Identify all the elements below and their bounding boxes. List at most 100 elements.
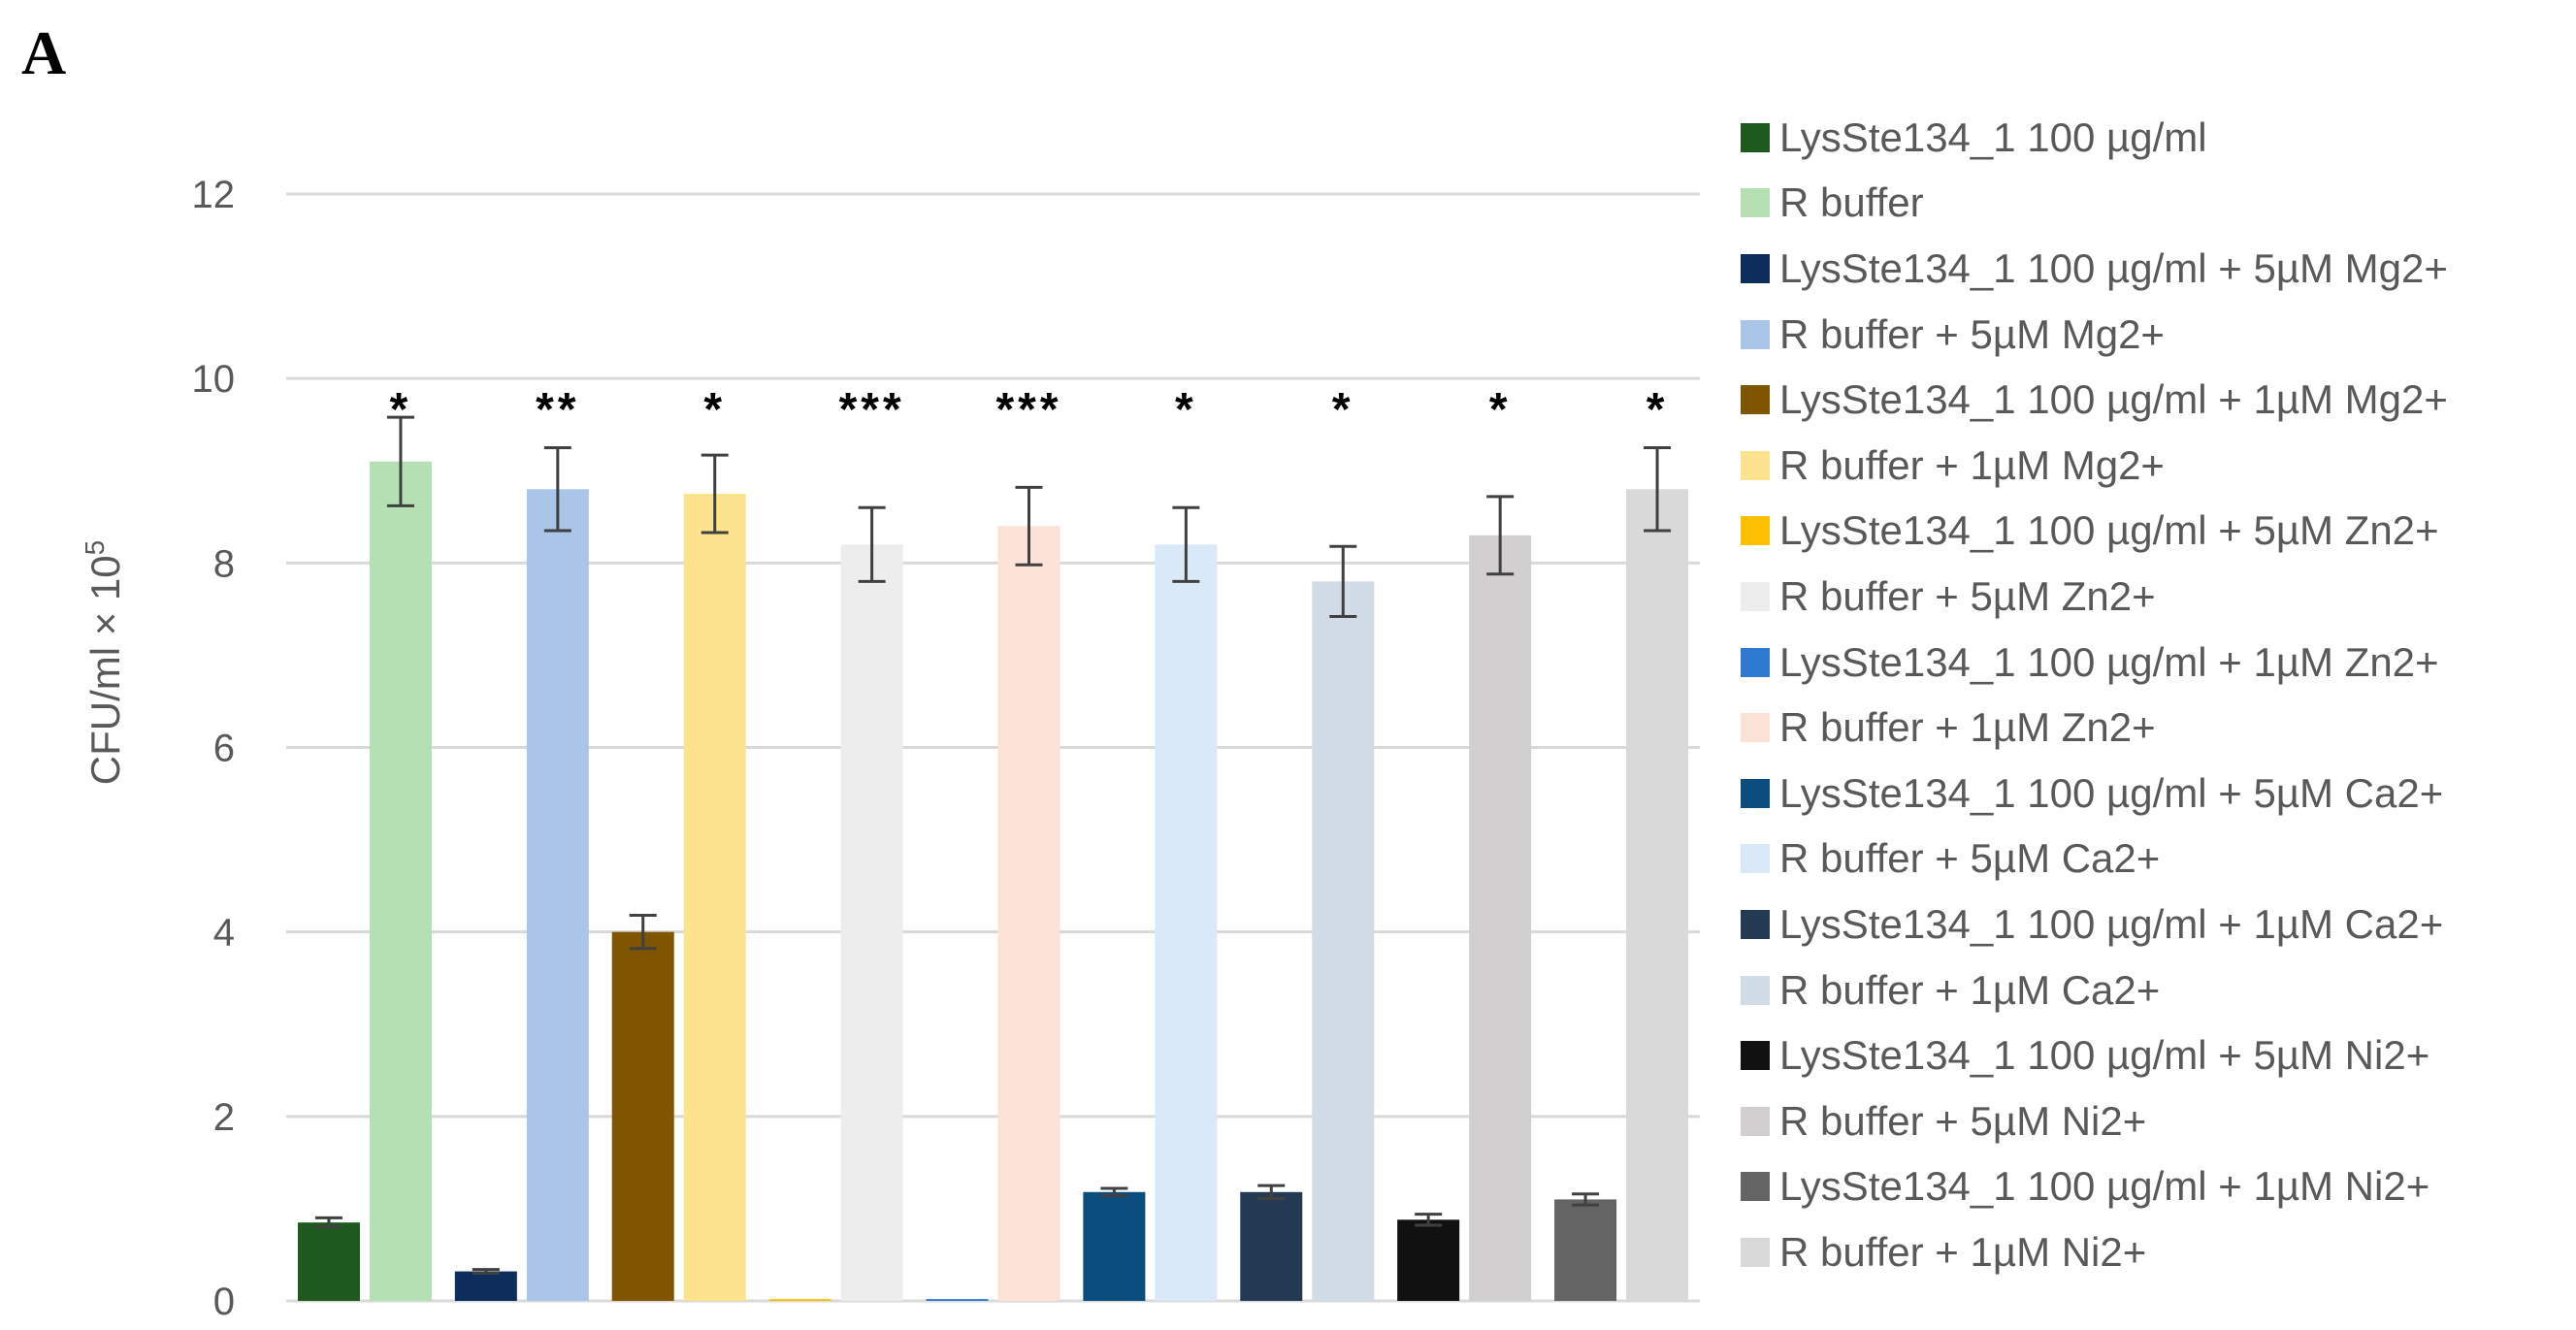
error-bar xyxy=(472,1268,500,1275)
legend-item: R buffer + 5µM Ni2+ xyxy=(1741,1088,2565,1154)
legend-label: R buffer + 5µM Zn2+ xyxy=(1779,572,2156,619)
bar xyxy=(1554,1199,1617,1301)
significance-marker: * xyxy=(390,384,412,436)
y-tick-label: 2 xyxy=(213,1096,235,1139)
y-tick-label: 0 xyxy=(213,1281,235,1323)
legend-item: R buffer xyxy=(1741,171,2565,237)
y-tick-label: 10 xyxy=(192,358,236,401)
legend-item: LysSte134_1 100 µg/ml + 1µM Zn2+ xyxy=(1741,630,2565,696)
legend-label: LysSte134_1 100 µg/ml + 1µM Ni2+ xyxy=(1779,1163,2430,1210)
significance-marker: *** xyxy=(995,384,1061,436)
legend-label: LysSte134_1 100 µg/ml + 1µM Zn2+ xyxy=(1779,638,2439,685)
legend-label: LysSte134_1 100 µg/ml + 1µM Mg2+ xyxy=(1779,376,2448,423)
gridlines xyxy=(286,192,1700,1303)
significance-marker: *** xyxy=(839,384,905,436)
y-tick-label: 4 xyxy=(213,912,235,955)
legend-item: LysSte134_1 100 µg/ml xyxy=(1741,105,2565,171)
bar xyxy=(997,526,1060,1301)
legend-swatch xyxy=(1741,516,1770,546)
bar xyxy=(768,1299,831,1301)
legend-label: LysSte134_1 100 µg/ml + 5µM Mg2+ xyxy=(1779,244,2448,291)
legend-swatch xyxy=(1741,385,1770,415)
legend-item: R buffer + 5µM Zn2+ xyxy=(1741,564,2565,630)
y-tick-label: 12 xyxy=(192,174,236,216)
bar xyxy=(1312,581,1375,1301)
error-bar xyxy=(543,445,571,533)
bar xyxy=(840,544,903,1301)
legend-swatch xyxy=(1741,319,1770,349)
y-axis-label-text: CFU/ml × 10 xyxy=(82,555,128,785)
legend-swatch xyxy=(1741,713,1770,743)
legend-item: R buffer + 5µM Mg2+ xyxy=(1741,302,2565,368)
bar xyxy=(1083,1191,1146,1301)
legend-swatch xyxy=(1741,844,1770,874)
error-bar xyxy=(1486,495,1515,576)
legend-item: LysSte134_1 100 µg/ml + 1µM Ni2+ xyxy=(1741,1154,2565,1220)
error-bar xyxy=(1415,1213,1443,1227)
error-bar xyxy=(386,415,414,507)
legend-item: LysSte134_1 100 µg/ml + 5µM Ni2+ xyxy=(1741,1022,2565,1088)
y-tick-label: 8 xyxy=(213,542,235,585)
legend-swatch xyxy=(1741,1106,1770,1136)
error-bar xyxy=(1257,1184,1286,1200)
bar xyxy=(297,1222,360,1301)
legend-label: LysSte134_1 100 µg/ml + 5µM Zn2+ xyxy=(1779,507,2439,554)
significance-marker: * xyxy=(1647,384,1669,436)
error-bar xyxy=(1015,485,1043,567)
bar xyxy=(1240,1191,1303,1301)
legend-swatch xyxy=(1741,909,1770,939)
significance-markers: * ** * *** *** * * * * xyxy=(390,384,1669,436)
legend-item: R buffer + 1µM Zn2+ xyxy=(1741,695,2565,761)
legend-label: LysSte134_1 100 µg/ml + 5µM Ni2+ xyxy=(1779,1032,2430,1079)
bar xyxy=(1626,489,1689,1301)
legend-label: R buffer + 5µM Ca2+ xyxy=(1779,835,2161,882)
bars xyxy=(297,461,1689,1301)
legend-label: LysSte134_1 100 µg/ml xyxy=(1779,114,2207,160)
significance-marker: * xyxy=(1175,384,1197,436)
legend-swatch xyxy=(1741,1041,1770,1071)
error-bar xyxy=(1644,445,1672,533)
legend-swatch xyxy=(1741,450,1770,480)
error-bar xyxy=(1329,544,1357,618)
bar xyxy=(1469,535,1532,1301)
legend-item: LysSte134_1 100 µg/ml + 5µM Ca2+ xyxy=(1741,761,2565,827)
y-axis-ticks: 0 2 4 6 8 10 12 xyxy=(192,174,236,1323)
significance-marker: ** xyxy=(536,384,579,436)
legend-swatch xyxy=(1741,1237,1770,1267)
y-tick-label: 6 xyxy=(213,728,235,770)
legend-item: R buffer + 1µM Mg2+ xyxy=(1741,433,2565,499)
error-bar xyxy=(314,1216,342,1229)
error-bar xyxy=(701,453,729,535)
legend-label: LysSte134_1 100 µg/ml + 1µM Ca2+ xyxy=(1779,900,2444,947)
legend-label: R buffer + 1µM Zn2+ xyxy=(1779,704,2156,751)
error-bars xyxy=(314,415,1672,1275)
legend-item: R buffer + 5µM Ca2+ xyxy=(1741,827,2565,892)
legend-label: R buffer + 1µM Ni2+ xyxy=(1779,1228,2147,1275)
legend-label: R buffer + 1µM Ca2+ xyxy=(1779,966,2161,1013)
legend-label: R buffer + 1µM Mg2+ xyxy=(1779,441,2165,488)
significance-marker: * xyxy=(1332,384,1354,436)
legend-item: R buffer + 1µM Ca2+ xyxy=(1741,957,2565,1023)
bar xyxy=(926,1299,989,1301)
y-axis-label-exponent: 5 xyxy=(80,540,110,556)
error-bar xyxy=(858,505,886,583)
significance-marker: * xyxy=(703,384,726,436)
legend-item: LysSte134_1 100 µg/ml + 5µM Mg2+ xyxy=(1741,236,2565,302)
error-bar xyxy=(629,914,657,951)
legend: LysSte134_1 100 µg/ml R buffer LysSte134_1… xyxy=(1741,105,2565,1285)
bar xyxy=(526,489,589,1301)
legend-swatch xyxy=(1741,1172,1770,1202)
error-bar xyxy=(1572,1192,1600,1207)
bar xyxy=(683,494,746,1301)
bar xyxy=(611,931,674,1301)
bar xyxy=(369,461,432,1301)
bar xyxy=(1397,1219,1460,1301)
y-axis-label: CFU/ml × 105 xyxy=(80,540,128,785)
error-bar xyxy=(1172,505,1200,583)
legend-item: LysSte134_1 100 µg/ml + 1µM Mg2+ xyxy=(1741,367,2565,433)
legend-label: R buffer + 5µM Mg2+ xyxy=(1779,310,2165,357)
legend-swatch xyxy=(1741,581,1770,611)
legend-item: R buffer + 1µM Ni2+ xyxy=(1741,1219,2565,1285)
panel-label: A xyxy=(21,18,67,87)
legend-swatch xyxy=(1741,647,1770,677)
